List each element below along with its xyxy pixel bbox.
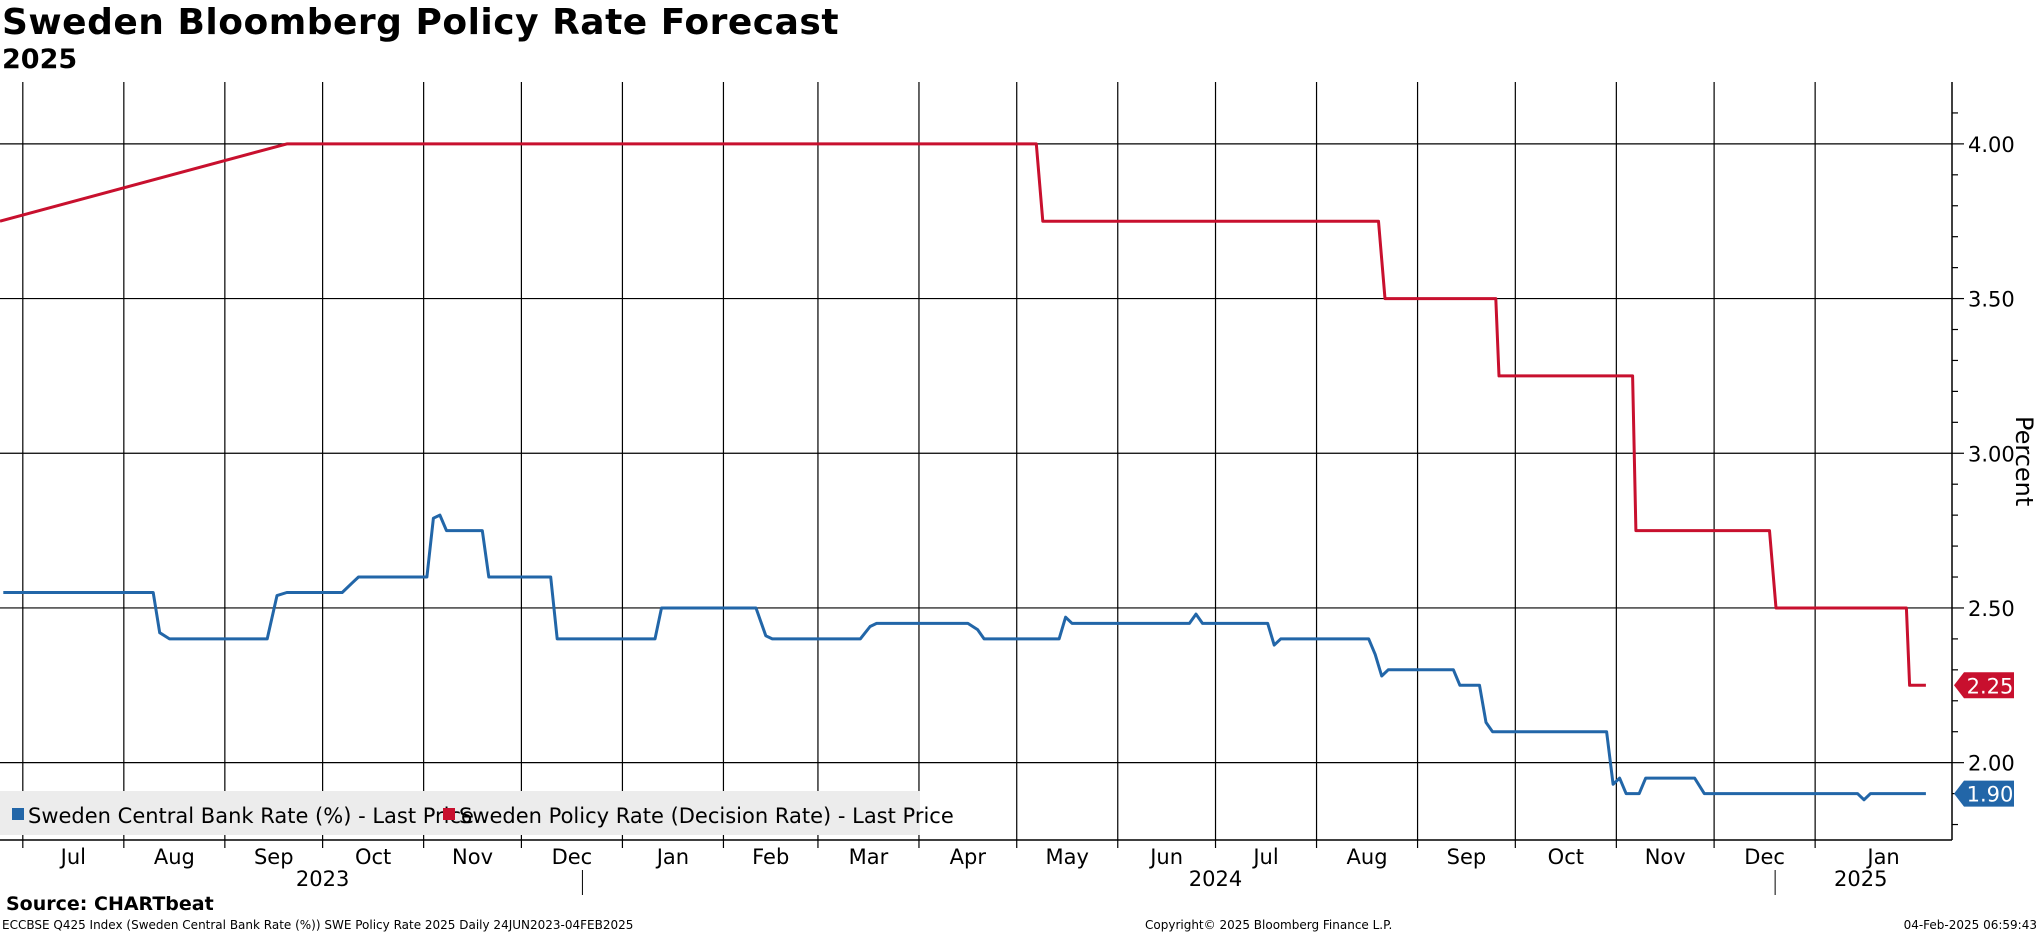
x-tick-label: Oct <box>355 845 391 869</box>
y-axis-label: Percent <box>2010 416 2038 506</box>
x-tick-label: Jul <box>1251 845 1278 869</box>
x-tick-label: Apr <box>950 845 987 869</box>
horizontal-gridlines <box>0 143 1952 764</box>
legend: Sweden Central Bank Rate (%) - Last Pric… <box>0 791 954 835</box>
y-tick-label: 2.50 <box>1968 597 2015 621</box>
x-tick-label: Sep <box>254 845 294 869</box>
policy-rate-last-badge <box>1954 672 2014 699</box>
central-bank-last-value: 1.90 <box>1967 783 2014 807</box>
footer-timestamp: 04-Feb-2025 06:59:43 <box>1903 918 2037 932</box>
central-bank-last-badge <box>1954 780 2014 807</box>
last-value-badges: 1.90 2.25 <box>1954 672 2014 807</box>
policy-rate-last-value: 2.25 <box>1967 674 2014 698</box>
x-tick-label: Jul <box>59 845 86 869</box>
y-tick-label: 2.00 <box>1968 752 2015 776</box>
y-tick-label: 3.50 <box>1968 288 2015 312</box>
year-label: 2024 <box>1189 867 1242 891</box>
x-tick-label: Aug <box>1347 845 1388 869</box>
footer-ticker-info: ECCBSE Q425 Index (Sweden Central Bank R… <box>2 918 634 932</box>
legend-label-central-bank: Sweden Central Bank Rate (%) - Last Pric… <box>28 804 474 828</box>
y-tick-label: 4.00 <box>1968 133 2015 157</box>
source-note: Source: CHARTbeat <box>6 893 214 915</box>
year-label: 2023 <box>296 867 349 891</box>
legend-swatch-central-bank <box>12 808 24 820</box>
x-tick-label: Aug <box>154 845 195 869</box>
policy-rate-line <box>0 142 1926 687</box>
x-tick-label: Oct <box>1548 845 1584 869</box>
x-tick-label: Feb <box>752 845 789 869</box>
y-tick-label: 3.00 <box>1968 442 2015 466</box>
series-lines <box>0 142 1926 802</box>
x-tick-label: Dec <box>1744 845 1785 869</box>
vertical-gridlines <box>22 82 1816 840</box>
legend-label-policy-rate: Sweden Policy Rate (Decision Rate) - Las… <box>459 804 954 828</box>
x-tick-label: Nov <box>1645 845 1686 869</box>
x-tick-label: Mar <box>849 845 889 869</box>
footer-copyright: Copyright© 2025 Bloomberg Finance L.P. <box>1145 918 1393 932</box>
tick-labels: 4.00 3.50 3.00 2.50 2.00 Percent Jul Aug Sep Oct N… <box>59 133 2038 891</box>
x-tick-label: Nov <box>452 845 493 869</box>
x-tick-label: Dec <box>552 845 593 869</box>
central-bank-rate-line <box>3 513 1926 802</box>
x-tick-label: Jun <box>1148 845 1183 869</box>
legend-box <box>0 791 920 835</box>
x-tick-label: Sep <box>1447 845 1487 869</box>
x-tick-label: Jan <box>655 845 689 869</box>
legend-swatch-policy-rate <box>443 808 455 820</box>
x-tick-label: May <box>1046 845 1089 869</box>
year-label: 2025 <box>1834 867 1887 891</box>
chart-subtitle: 2025 <box>2 44 78 75</box>
chart-title: Sweden Bloomberg Policy Rate Forecast <box>2 2 840 43</box>
axes <box>0 82 1964 895</box>
x-tick-label: Jan <box>1865 845 1899 869</box>
